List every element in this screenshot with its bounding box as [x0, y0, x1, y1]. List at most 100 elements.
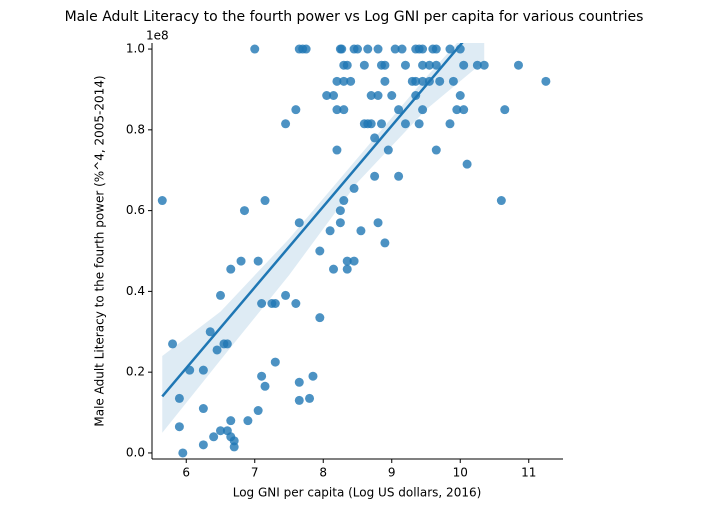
data-point — [445, 119, 455, 129]
data-point — [431, 60, 441, 70]
data-point — [472, 60, 482, 70]
data-point — [253, 256, 263, 266]
y-tick-label: 0.8 — [126, 122, 145, 136]
data-point — [337, 44, 347, 54]
data-point — [397, 44, 407, 54]
data-point — [363, 44, 373, 54]
data-point — [198, 404, 208, 414]
data-point — [370, 171, 380, 181]
data-point — [394, 105, 404, 115]
data-point — [366, 91, 376, 101]
data-point — [373, 44, 383, 54]
data-point — [414, 119, 424, 129]
data-point — [325, 226, 335, 236]
data-point — [250, 44, 260, 54]
data-point — [301, 44, 311, 54]
data-point — [322, 91, 332, 101]
data-point — [445, 44, 455, 54]
data-point — [205, 327, 215, 337]
data-point — [339, 76, 349, 86]
data-point — [394, 171, 404, 181]
data-point — [400, 60, 410, 70]
data-point — [226, 416, 236, 426]
data-point — [380, 238, 390, 248]
data-point — [376, 119, 386, 129]
data-point — [257, 299, 267, 309]
data-point — [216, 290, 225, 300]
data-point — [198, 365, 208, 375]
data-point — [418, 76, 428, 86]
y-axis-label: Male Adult Literacy to the fourth power … — [93, 75, 107, 426]
x-tick-label: 6 — [182, 466, 190, 480]
data-point — [500, 105, 510, 115]
data-point — [496, 196, 506, 206]
data-point — [411, 76, 421, 86]
data-point — [294, 218, 304, 228]
data-point — [178, 448, 188, 458]
data-point — [260, 196, 270, 206]
data-point — [400, 119, 410, 129]
data-point — [270, 357, 280, 367]
data-point — [226, 264, 236, 274]
data-point — [291, 299, 301, 309]
x-tick-label: 9 — [388, 466, 396, 480]
y-tick-label: 0.2 — [126, 365, 145, 379]
data-point — [168, 339, 178, 349]
data-point — [332, 105, 342, 115]
data-point — [315, 246, 325, 256]
data-point — [380, 60, 390, 70]
data-point — [342, 264, 352, 274]
x-tick-label: 11 — [521, 466, 536, 480]
y-tick-label: 0.0 — [126, 445, 145, 459]
data-point — [513, 60, 523, 70]
data-point — [332, 145, 342, 155]
regression-line — [161, 43, 464, 398]
data-point — [308, 371, 318, 381]
data-point — [418, 44, 428, 54]
data-point — [390, 44, 400, 54]
x-tick-label: 7 — [251, 466, 259, 480]
data-point — [294, 395, 304, 405]
data-point — [462, 159, 472, 169]
data-point — [239, 206, 249, 216]
data-point — [257, 371, 267, 381]
data-point — [212, 345, 222, 355]
data-point — [229, 442, 239, 452]
data-point — [332, 76, 342, 86]
data-point — [541, 76, 551, 86]
data-point — [424, 60, 434, 70]
x-tick-label: 10 — [453, 466, 468, 480]
data-point — [291, 105, 301, 115]
data-point — [305, 393, 315, 403]
chart-title: Male Adult Literacy to the fourth power … — [65, 9, 644, 25]
data-point — [260, 381, 270, 391]
data-point — [459, 105, 469, 115]
data-point — [383, 145, 393, 155]
data-point — [339, 105, 349, 115]
data-point — [346, 76, 356, 86]
data-point — [349, 183, 359, 193]
data-point — [335, 206, 345, 216]
data-point — [431, 44, 441, 54]
data-point — [387, 91, 397, 101]
data-point — [366, 119, 376, 129]
data-point — [222, 339, 232, 349]
data-point — [418, 105, 428, 115]
data-point — [281, 290, 291, 300]
data-point — [216, 426, 225, 436]
data-point — [198, 440, 208, 450]
data-point — [349, 256, 359, 266]
data-point — [342, 256, 352, 266]
y-tick-label: 0.6 — [126, 203, 145, 217]
data-point — [335, 218, 345, 228]
data-point — [315, 313, 325, 323]
data-point — [281, 119, 291, 129]
data-point — [479, 60, 489, 70]
x-tick-label: 8 — [319, 466, 327, 480]
data-point — [353, 44, 362, 54]
data-point — [359, 60, 369, 70]
data-point — [356, 226, 366, 236]
data-point — [455, 91, 465, 101]
data-point — [342, 60, 352, 70]
data-point — [236, 256, 246, 266]
